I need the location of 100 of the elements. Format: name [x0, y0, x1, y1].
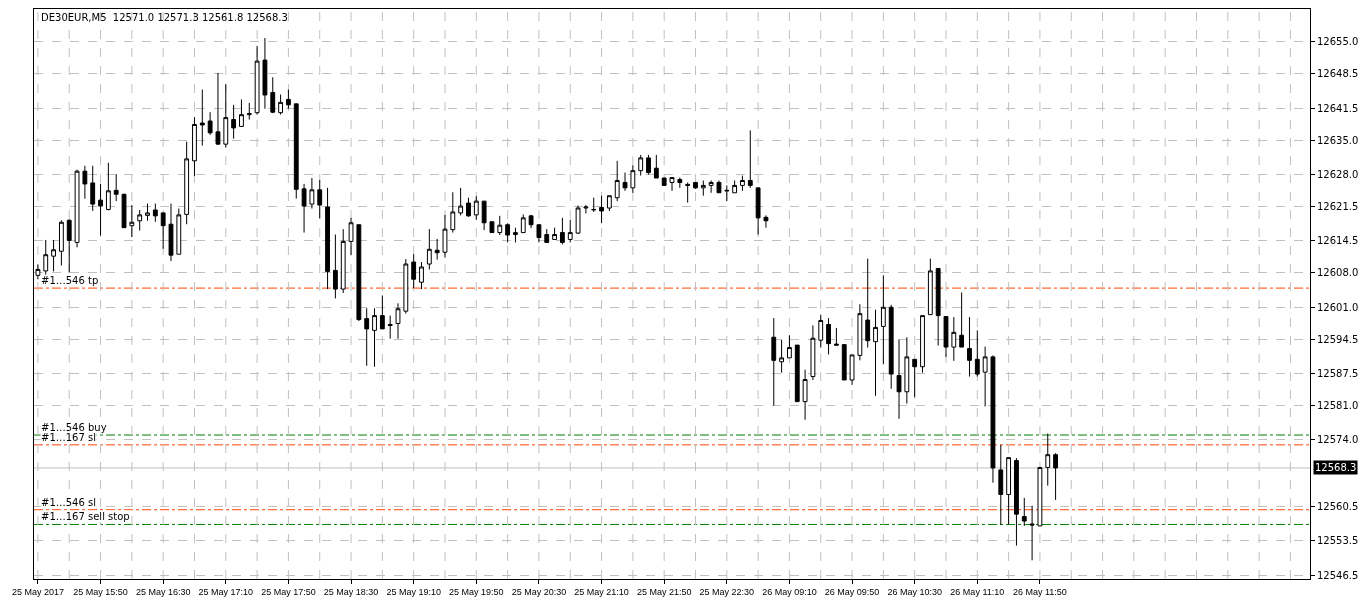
candlestick	[207, 111, 213, 136]
candlestick	[105, 162, 111, 211]
candlestick	[1037, 466, 1043, 527]
candlestick	[184, 141, 190, 225]
candlestick	[160, 211, 166, 250]
candlestick	[395, 302, 401, 340]
candlestick	[802, 369, 808, 421]
candlestick	[630, 164, 636, 194]
candlestick	[387, 315, 393, 340]
candlestick	[340, 228, 346, 294]
candlestick	[622, 172, 628, 192]
candlestick	[880, 274, 886, 365]
candlestick	[481, 200, 487, 231]
candlestick	[473, 195, 479, 221]
ref-line-label: #1…546 sl	[41, 497, 96, 508]
candlestick	[317, 179, 323, 219]
y-tick-label: 12608.0	[1317, 267, 1359, 279]
candlestick	[747, 129, 753, 189]
candlestick	[426, 228, 432, 270]
candlestick	[348, 217, 354, 256]
candlestick	[403, 258, 409, 315]
candlestick	[379, 294, 385, 330]
x-tick-label: 26 May 11:50	[1012, 586, 1067, 597]
candlestick	[411, 253, 417, 289]
x-tick-label: 25 May 15:50	[73, 586, 128, 597]
candlestick	[920, 315, 925, 374]
ref-line-label: #1…167 sl	[41, 432, 96, 443]
candlestick	[787, 334, 792, 359]
candlestick	[113, 173, 119, 202]
candlestick	[137, 209, 143, 232]
candlestick	[254, 45, 260, 116]
candlestick	[967, 316, 972, 378]
y-tick-label: 12641.5	[1317, 102, 1359, 114]
candlestick	[873, 309, 878, 397]
candlestick	[716, 179, 722, 194]
candlestick	[262, 37, 268, 110]
candlestick	[669, 177, 675, 192]
x-tick-label: 25 May 2017	[11, 586, 64, 597]
candlestick	[638, 154, 644, 177]
candlestick	[1006, 457, 1012, 526]
candlestick	[998, 444, 1004, 526]
candlestick	[700, 179, 706, 197]
candlestick	[599, 195, 604, 224]
candlestick	[826, 317, 831, 355]
candlestick	[152, 203, 158, 223]
ref-line-label: #1…167 sell stop	[41, 511, 130, 522]
candlestick	[865, 258, 871, 349]
candlestick	[559, 217, 565, 245]
x-tick-label: 25 May 22:30	[699, 586, 755, 597]
candlestick	[192, 116, 197, 177]
candlestick	[740, 175, 745, 192]
candlestick	[90, 165, 96, 212]
x-tick-label: 25 May 20:30	[511, 586, 567, 597]
chart-title: DE30EUR,M5 12571.0 12571.3 12561.8 12568.3	[41, 12, 288, 23]
y-tick-label: 12587.5	[1317, 368, 1359, 380]
candlestick	[450, 191, 456, 234]
candlestick	[888, 304, 894, 390]
candlestick	[466, 197, 471, 218]
y-tick-label: 12648.5	[1317, 68, 1359, 80]
candlestick	[82, 165, 88, 200]
candlestick	[544, 228, 550, 243]
candlestick	[614, 160, 620, 202]
candlestick	[904, 336, 910, 405]
candlestick	[1053, 452, 1058, 501]
candlestick	[309, 177, 315, 209]
y-tick-label: 12581.0	[1317, 400, 1359, 412]
candlestick	[176, 208, 182, 255]
candlestick	[98, 183, 103, 237]
candlestick	[912, 358, 918, 398]
candlestick	[732, 179, 738, 194]
candlestick	[943, 316, 949, 358]
candlestick	[231, 104, 237, 140]
x-tick-label: 25 May 18:30	[323, 586, 379, 597]
candlestick	[833, 327, 839, 346]
x-tick-label: 25 May 16:30	[135, 586, 191, 597]
candlestick	[990, 354, 996, 484]
candlestick	[755, 187, 761, 236]
candlestick	[129, 204, 135, 238]
ref-line-label: #1…546 buy	[41, 422, 107, 433]
x-tick-label: 26 May 10:30	[887, 586, 942, 597]
candlestick	[1029, 505, 1035, 561]
candlestick	[293, 103, 299, 200]
candlestick	[653, 154, 659, 179]
candlestick	[693, 181, 698, 190]
candlestick	[951, 316, 957, 362]
candlestick	[513, 227, 518, 243]
candlestick	[121, 193, 127, 229]
y-tick-label: 12601.0	[1317, 301, 1359, 313]
candlestick	[935, 267, 941, 347]
y-tick-label: 12553.5	[1317, 535, 1359, 547]
candlestick	[51, 239, 56, 272]
x-tick-label: 26 May 09:50	[824, 586, 880, 597]
candlestick	[677, 177, 683, 189]
candlestick	[505, 222, 511, 243]
candlestick	[794, 344, 800, 403]
candlestick	[552, 227, 557, 240]
candlestick	[58, 219, 64, 266]
y-tick-label: 12560.5	[1317, 500, 1359, 512]
candlestick	[646, 154, 651, 176]
candlestick	[364, 307, 370, 367]
